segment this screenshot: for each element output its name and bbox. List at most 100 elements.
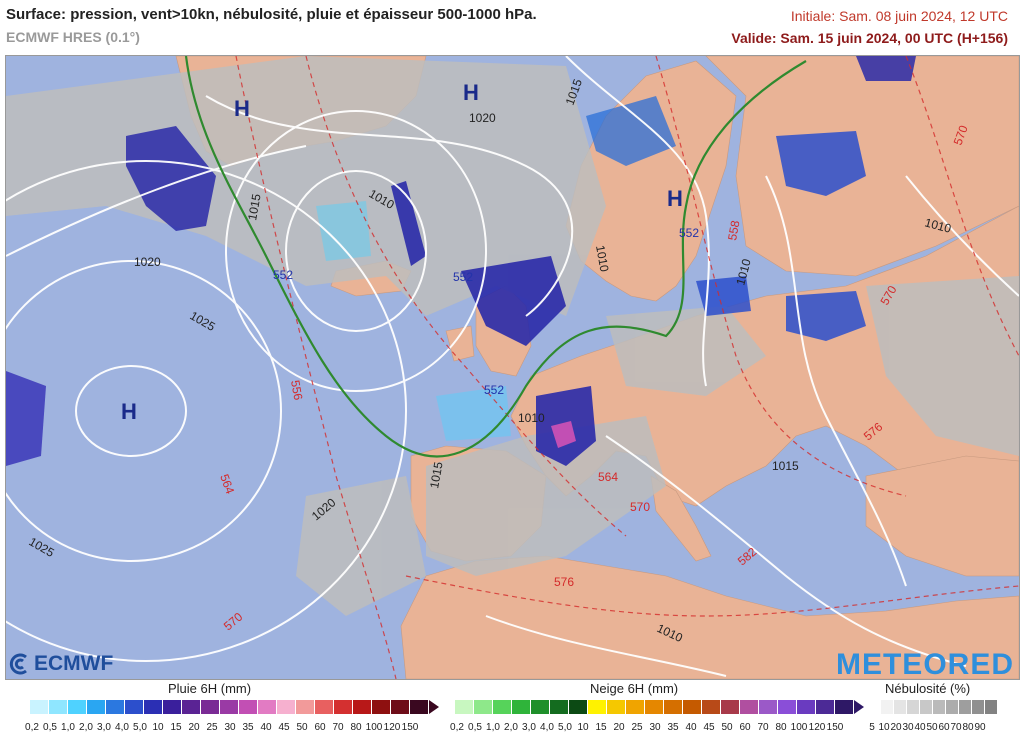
scale-label: 5,0 <box>133 722 147 733</box>
isobar-label: 1010 <box>923 215 953 236</box>
scale-swatch <box>353 700 372 714</box>
scale-swatch <box>455 700 474 714</box>
scale-swatch <box>372 700 391 714</box>
thickness-label: 570 <box>951 123 971 147</box>
scale-label: 20 <box>613 722 625 733</box>
isobar-label: 1020 <box>134 255 161 269</box>
scale-label: 30 <box>649 722 661 733</box>
scale-swatch <box>220 700 239 714</box>
scale-label: 100 <box>790 722 808 733</box>
scale-label: 70 <box>757 722 769 733</box>
scale-swatch <box>907 700 920 714</box>
scale-swatch <box>144 700 163 714</box>
scale-swatch <box>315 700 334 714</box>
scale-swatch <box>163 700 182 714</box>
isobar-label: 1020 <box>469 111 496 125</box>
map-canvas: H H H H 1020 1015 1010 1015 1010 1020 10… <box>6 56 1019 679</box>
ecmwf-c-icon <box>9 653 27 675</box>
init-time: Initiale: Sam. 08 juin 2024, 12 UTC <box>790 8 1008 24</box>
scale-swatch <box>569 700 588 714</box>
scale-label: 25 <box>631 722 643 733</box>
scale-label: 0,5 <box>468 722 482 733</box>
scale-swatch <box>106 700 125 714</box>
scale-label: 2,0 <box>504 722 518 733</box>
scale-label: 10 <box>577 722 589 733</box>
scale-label: 20 <box>890 722 902 733</box>
scale-label: 70 <box>950 722 962 733</box>
scale-arrow-icon <box>854 700 864 714</box>
scale-swatch <box>277 700 296 714</box>
scale-swatch <box>645 700 664 714</box>
scale-swatch <box>68 700 87 714</box>
scale-swatch <box>607 700 626 714</box>
scale-label: 30 <box>902 722 914 733</box>
scale-label: 90 <box>974 722 986 733</box>
scale-swatch <box>778 700 797 714</box>
scale-label: 80 <box>350 722 362 733</box>
scale-label: 1,0 <box>61 722 75 733</box>
scale-label: 5,0 <box>558 722 572 733</box>
front-line <box>184 56 807 458</box>
scale-label: 50 <box>926 722 938 733</box>
scale-swatch <box>816 700 835 714</box>
scale-label: 15 <box>170 722 182 733</box>
scale-swatch <box>985 700 998 714</box>
snow-legend-title: Neige 6H (mm) <box>590 681 679 696</box>
scale-label: 0,2 <box>25 722 39 733</box>
scale-swatch <box>588 700 607 714</box>
scale-label: 40 <box>685 722 697 733</box>
rain-areas <box>6 56 916 466</box>
scale-swatch <box>946 700 959 714</box>
scale-swatch <box>933 700 946 714</box>
scale-swatch <box>759 700 778 714</box>
scale-swatch <box>49 700 68 714</box>
weather-map[interactable]: H H H H 1020 1015 1010 1015 1010 1020 10… <box>5 55 1020 680</box>
cloud-cover <box>6 56 1019 616</box>
scale-label: 1,0 <box>486 722 500 733</box>
scale-label: 4,0 <box>540 722 554 733</box>
scale-swatch <box>972 700 985 714</box>
scale-label: 0,2 <box>450 722 464 733</box>
scale-swatch <box>868 700 881 714</box>
scale-label: 40 <box>260 722 272 733</box>
scale-label: 80 <box>962 722 974 733</box>
scale-label: 50 <box>296 722 308 733</box>
scale-arrow-icon <box>429 700 439 714</box>
thickness-label: 556 <box>288 379 305 401</box>
high-pressure-label: H <box>234 96 250 121</box>
cloud-legend-title: Nébulosité (%) <box>885 681 971 696</box>
scale-swatch <box>959 700 972 714</box>
scale-swatch <box>493 700 512 714</box>
thickness-label: 570 <box>630 500 650 514</box>
scale-label: 20 <box>188 722 200 733</box>
thickness-label: 576 <box>554 575 574 589</box>
scale-swatch <box>410 700 429 714</box>
scale-swatch <box>797 700 816 714</box>
thickness-label: 552 <box>484 383 504 397</box>
isobar-label: 1015 <box>427 460 445 489</box>
scale-label: 25 <box>206 722 218 733</box>
scale-swatch <box>721 700 740 714</box>
scale-swatch <box>258 700 277 714</box>
rain-legend-title: Pluie 6H (mm) <box>168 681 252 696</box>
scale-label: 150 <box>826 722 844 733</box>
scale-swatch <box>531 700 550 714</box>
scale-label: 3,0 <box>522 722 536 733</box>
scale-swatch <box>182 700 201 714</box>
rain-color-scale <box>30 700 439 714</box>
meteored-logo: METEORED <box>835 648 1014 681</box>
header-right: Initiale: Sam. 08 juin 2024, 12 UTC Vali… <box>731 8 1008 46</box>
scale-label: 30 <box>224 722 236 733</box>
scale-swatch <box>626 700 645 714</box>
isobar-label: 1010 <box>593 244 611 273</box>
cloud-color-scale <box>868 700 998 714</box>
map-title: Surface: pression, vent>10kn, nébulosité… <box>6 6 537 23</box>
scale-label: 120 <box>383 722 401 733</box>
scale-label: 0,5 <box>43 722 57 733</box>
isobars <box>6 56 1019 677</box>
scale-swatch <box>201 700 220 714</box>
scale-swatch <box>512 700 531 714</box>
scale-label: 35 <box>667 722 679 733</box>
header-left: Surface: pression, vent>10kn, nébulosité… <box>6 6 537 45</box>
scale-swatch <box>740 700 759 714</box>
